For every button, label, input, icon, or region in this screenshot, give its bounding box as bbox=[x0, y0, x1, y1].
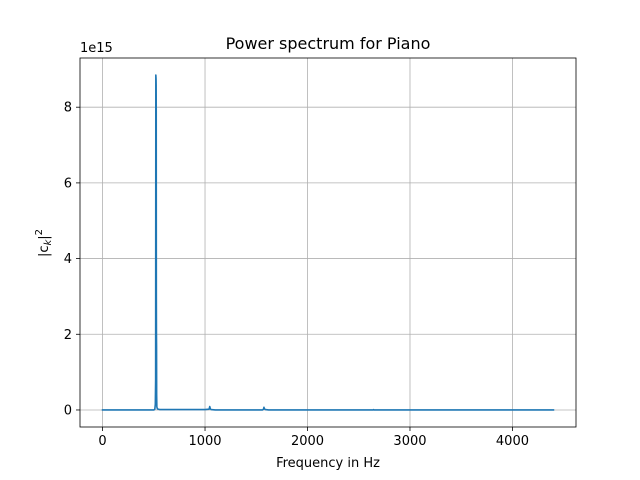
y-tick-label: 0 bbox=[64, 403, 72, 418]
chart-title: Power spectrum for Piano bbox=[226, 34, 431, 53]
y-tick-label: 6 bbox=[64, 176, 72, 191]
y-axis-title-base: |c bbox=[37, 246, 52, 258]
ticks: 0 1000 2000 3000 4000 0 2 4 6 8 bbox=[64, 101, 529, 449]
y-offset-label: 1e15 bbox=[80, 41, 113, 56]
y-axis-title-sub: k bbox=[43, 239, 54, 246]
y-axis-title-sup: 2 bbox=[34, 229, 45, 235]
y-tick-label: 8 bbox=[64, 101, 72, 116]
y-tick-label: 2 bbox=[64, 328, 72, 343]
x-tick-label: 2000 bbox=[291, 434, 324, 449]
x-axis-title: Frequency in Hz bbox=[276, 456, 380, 471]
x-tick-label: 3000 bbox=[393, 434, 426, 449]
y-axis-title: |ck|2 bbox=[34, 229, 54, 257]
y-axis-title-end: | bbox=[37, 235, 52, 239]
x-tick-label: 0 bbox=[98, 434, 106, 449]
series-line-power bbox=[101, 74, 555, 411]
y-tick-label: 4 bbox=[64, 252, 72, 267]
plot-area-border bbox=[79, 57, 577, 428]
series-group bbox=[101, 74, 555, 411]
x-tick-label: 4000 bbox=[496, 434, 529, 449]
x-tick-label: 1000 bbox=[188, 434, 221, 449]
